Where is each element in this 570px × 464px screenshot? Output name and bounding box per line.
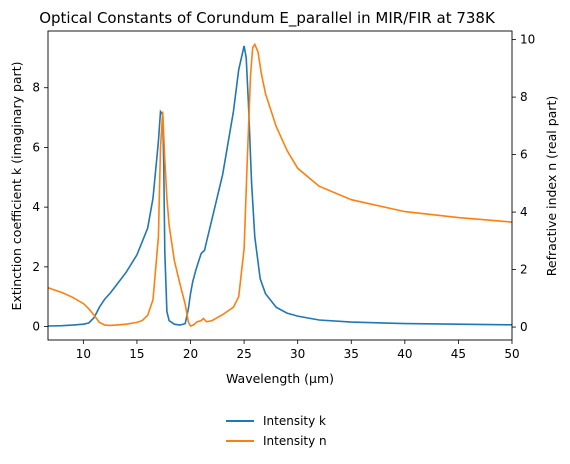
y-axis-left: 0 2 4 6 8 (32, 81, 48, 334)
x-tick-label: 15 (129, 347, 144, 361)
x-tick-label: 50 (504, 347, 519, 361)
y-axis-right-label: Refractive index n (real part) (544, 96, 559, 276)
x-tick-label: 20 (183, 347, 198, 361)
x-tick-label: 25 (236, 347, 251, 361)
x-tick-label: 10 (76, 347, 91, 361)
y-right-tick-label: 8 (520, 90, 528, 104)
legend-label-n: Intensity n (263, 434, 327, 448)
y-right-tick-label: 0 (520, 320, 528, 334)
plot-area (47, 42, 513, 327)
y-right-tick-label: 2 (520, 263, 528, 277)
y-left-tick-label: 0 (32, 320, 40, 334)
y-right-tick-label: 4 (520, 205, 528, 219)
x-tick-label: 45 (451, 347, 466, 361)
x-tick-label: 30 (290, 347, 305, 361)
x-tick-label: 40 (397, 347, 412, 361)
x-tick-label: 35 (344, 347, 359, 361)
y-axis-right: 0 2 4 6 8 10 (512, 33, 535, 334)
y-axis-left-label: Extinction coefficient k (imaginary part… (9, 62, 24, 311)
series-line-k (47, 45, 513, 327)
y-left-tick-label: 2 (32, 260, 40, 274)
legend: Intensity k Intensity n (226, 414, 327, 448)
y-right-tick-label: 10 (520, 33, 535, 47)
y-left-tick-label: 6 (32, 140, 40, 154)
y-left-tick-label: 8 (32, 81, 40, 95)
y-right-tick-label: 6 (520, 148, 528, 162)
chart-title: Optical Constants of Corundum E_parallel… (39, 9, 496, 28)
series-line-n (47, 42, 513, 327)
x-axis: 10 15 20 25 30 35 40 45 50 (76, 340, 520, 361)
y-left-tick-label: 4 (32, 200, 40, 214)
plot-frame (47, 30, 513, 341)
legend-label-k: Intensity k (263, 414, 326, 428)
x-axis-label: Wavelength (μm) (226, 371, 334, 386)
